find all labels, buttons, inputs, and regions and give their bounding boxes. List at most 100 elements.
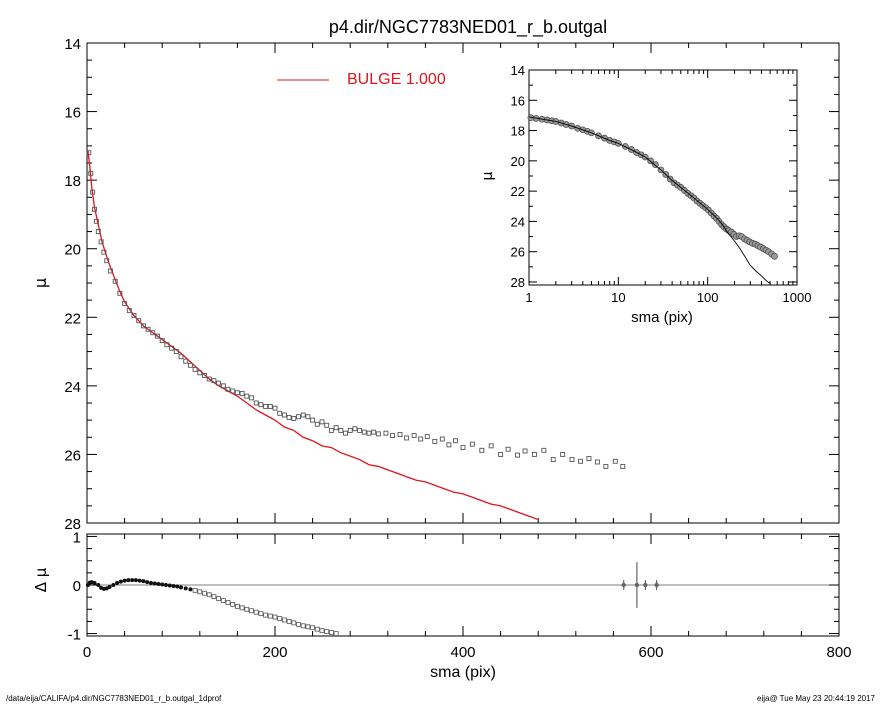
data-point (324, 422, 330, 428)
main-ytick-label: 20 (64, 242, 81, 259)
residual-point (141, 579, 146, 584)
inset-ytick-label: 16 (511, 93, 525, 108)
data-point (267, 403, 273, 409)
data-point (220, 383, 226, 389)
main-ytick-label: 26 (64, 447, 81, 464)
residual-point (183, 586, 188, 591)
residual-point (277, 616, 283, 621)
data-point (253, 400, 259, 406)
residual-point (239, 605, 245, 611)
footer-timestamp: eija@ Tue May 23 20:44:19 2017 (757, 694, 875, 703)
data-point (86, 150, 92, 156)
data-point (361, 429, 367, 435)
residual-point (202, 590, 207, 596)
residual-point (126, 578, 131, 583)
residual-point (152, 581, 157, 586)
errorbar-point (621, 582, 626, 588)
data-point (197, 370, 203, 376)
data-point (541, 447, 547, 453)
data-point (310, 417, 316, 423)
data-point (104, 258, 110, 264)
residual-point (179, 585, 183, 590)
legend-label: BULGE 1.000 (347, 71, 446, 88)
data-point (479, 447, 485, 453)
residual-point (281, 617, 287, 623)
inset-ytick-label: 14 (511, 63, 525, 78)
data-point (300, 412, 306, 418)
data-point (98, 239, 104, 245)
residual-point (216, 596, 222, 601)
inset-ytick-label: 24 (511, 214, 525, 229)
data-point (92, 206, 97, 212)
residual-point (300, 623, 306, 629)
xlabel: sma (pix) (430, 664, 496, 681)
data-point (126, 307, 132, 313)
residual-point (197, 589, 203, 595)
residual-point (188, 587, 193, 592)
residual-point (225, 600, 231, 605)
residual-point (133, 578, 138, 583)
residual-point (137, 578, 142, 583)
residual-point (148, 581, 153, 586)
data-point (239, 390, 245, 396)
residual-point (333, 631, 339, 636)
data-point (169, 345, 175, 351)
data-point (150, 330, 156, 336)
data-point (620, 463, 626, 469)
main-ytick-label: 22 (64, 310, 81, 327)
data-point (594, 459, 600, 465)
inset-ytick-label: 28 (511, 275, 525, 290)
inset-model-line (528, 116, 771, 284)
errorbar-point (643, 582, 648, 588)
data-point (390, 433, 395, 439)
residual-panel: 10-10 200 400 600 800 (68, 529, 852, 661)
residual-point (253, 609, 259, 615)
inset-ytick-label: 22 (511, 184, 525, 199)
main-ytick-label: 28 (64, 516, 81, 533)
data-point (286, 414, 292, 420)
data-point (418, 436, 424, 442)
residual-point (145, 580, 150, 585)
data-point (357, 427, 363, 433)
data-point (505, 446, 511, 452)
residual-point (160, 582, 165, 587)
data-point (578, 458, 583, 464)
data-point (603, 463, 609, 469)
residual-point (234, 603, 240, 609)
inset-ytick-label: 26 (511, 245, 525, 260)
data-point (404, 435, 410, 441)
inset-ytick-label: 18 (511, 124, 525, 139)
data-point (366, 430, 372, 436)
residual-point (305, 624, 311, 630)
data-point (432, 438, 438, 444)
data-point (446, 442, 452, 448)
inset-xtick-label: 10 (611, 290, 625, 305)
data-point (296, 414, 301, 420)
data-point (586, 456, 592, 461)
inset-xtick-label: 1000 (783, 290, 812, 305)
data-point (469, 441, 475, 447)
residual-point (291, 620, 297, 626)
errorbar-point (654, 582, 659, 588)
data-point (192, 366, 198, 372)
residual-point (107, 584, 112, 589)
data-point (291, 415, 297, 421)
data-point (225, 386, 231, 392)
xtick-label: 200 (262, 644, 287, 661)
inset-frame (528, 69, 798, 286)
data-point (569, 457, 575, 463)
data-point (612, 458, 618, 464)
residual-point (111, 583, 116, 587)
data-point (488, 443, 494, 449)
residual-ylabel: Δ μ (32, 567, 50, 592)
data-point (371, 429, 377, 435)
data-point (338, 427, 344, 433)
data-point (281, 412, 287, 418)
data-point (211, 378, 217, 384)
main-ylabel: μ (31, 278, 50, 288)
data-point (249, 395, 254, 401)
data-point (122, 301, 128, 307)
data-point (95, 229, 101, 235)
residual-point (156, 582, 161, 587)
